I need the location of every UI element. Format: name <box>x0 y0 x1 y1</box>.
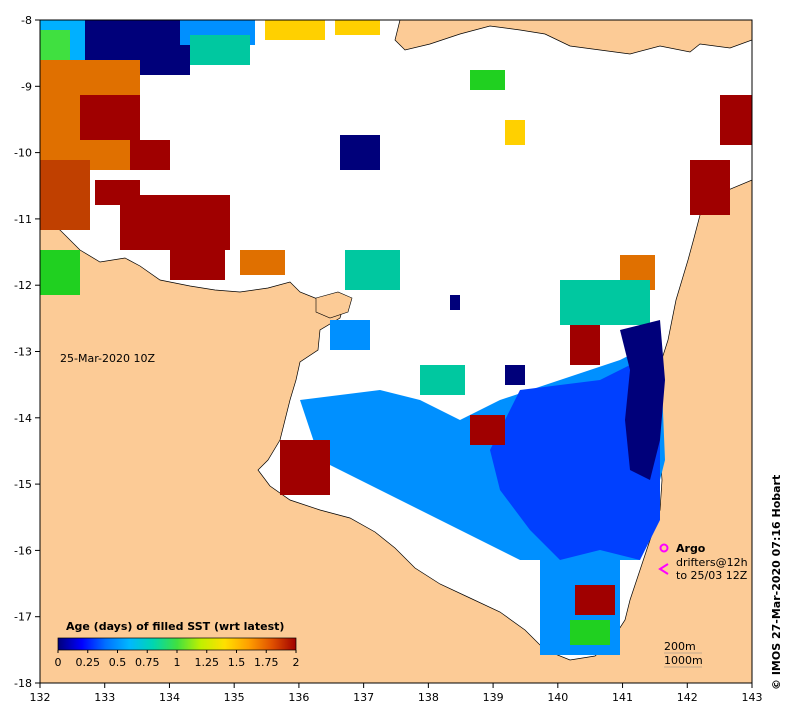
drifters-label-1: drifters@12h <box>676 556 748 569</box>
lon-tick-label: 136 <box>288 691 309 704</box>
lat-tick-label: -15 <box>14 478 32 491</box>
legend-tick-label: 1.5 <box>228 656 246 669</box>
longitude-axis: 132 133 134 135 136 137 138 139 140 141 142 143 <box>30 683 763 704</box>
depth-200m: 200m <box>664 640 696 653</box>
lat-tick-label: -13 <box>14 346 32 359</box>
legend-tick-label: 2 <box>293 656 300 669</box>
lat-tick-label: -8 <box>21 14 32 27</box>
land-groote <box>315 291 353 319</box>
argo-icon <box>659 543 669 553</box>
lat-tick-label: -12 <box>14 279 32 292</box>
lat-tick-label: -17 <box>14 611 32 624</box>
sst-patches <box>40 20 752 655</box>
lon-tick-label: 138 <box>418 691 439 704</box>
lon-tick-label: 139 <box>483 691 504 704</box>
argo-label: Argo <box>676 542 706 555</box>
legend-colorbar <box>57 637 297 651</box>
lon-tick-label: 142 <box>677 691 698 704</box>
latitude-axis: -8 -9 -10 -11 -12 -13 -14 -15 -16 -17 -18 <box>14 14 40 690</box>
drifter-icon <box>658 563 669 575</box>
lat-tick-label: -18 <box>14 677 32 690</box>
legend-tick-label: 0.75 <box>135 656 160 669</box>
lon-tick-label: 143 <box>742 691 763 704</box>
lon-tick-label: 140 <box>547 691 568 704</box>
lon-tick-label: 135 <box>224 691 245 704</box>
lat-tick-label: -16 <box>14 544 32 557</box>
land-new-guinea <box>394 19 753 55</box>
lat-tick-label: -11 <box>14 213 32 226</box>
lon-tick-label: 137 <box>353 691 374 704</box>
argo-marker <box>659 543 669 553</box>
drifters-label-2: to 25/03 12Z <box>676 569 748 582</box>
lon-tick-label: 134 <box>159 691 180 704</box>
land-arnhem <box>39 179 753 684</box>
lat-tick-label: -9 <box>21 80 32 93</box>
legend-tick-label: 0 <box>55 656 62 669</box>
legend-tick-label: 1.75 <box>254 656 279 669</box>
date-label: 25-Mar-2020 10Z <box>60 352 155 365</box>
legend-ticks: 0 0.25 0.5 0.75 1 1.25 1.5 1.75 2 <box>55 650 300 669</box>
legend-title: Age (days) of filled SST (wrt latest) <box>66 620 284 633</box>
legend-tick-label: 0.25 <box>76 656 101 669</box>
legend-tick-label: 1 <box>174 656 181 669</box>
lon-tick-label: 141 <box>612 691 633 704</box>
legend-tick-label: 0.5 <box>109 656 127 669</box>
lat-tick-label: -10 <box>14 147 32 160</box>
depth-1000m: 1000m <box>664 654 703 667</box>
legend-tick-label: 1.25 <box>195 656 220 669</box>
credit-text: © IMOS 27-Mar-2020 07:16 Hobart <box>770 475 783 690</box>
lon-tick-label: 133 <box>94 691 115 704</box>
lat-tick-label: -14 <box>14 412 32 425</box>
legend-colorbar-rect <box>57 637 297 651</box>
lon-tick-label: 132 <box>30 691 51 704</box>
